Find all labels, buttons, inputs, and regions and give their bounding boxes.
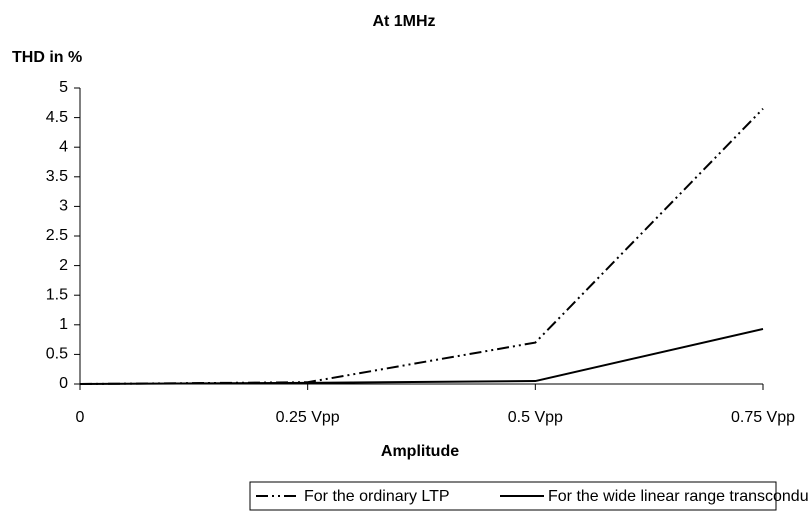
y-tick-label: 4.5 xyxy=(46,109,68,126)
y-tick-label: 1.5 xyxy=(46,286,68,303)
y-tick-label: 3.5 xyxy=(46,168,68,185)
x-tick-label: 0 xyxy=(76,409,85,426)
y-tick-label: 3 xyxy=(59,198,68,215)
x-tick-label: 0.75 Vpp xyxy=(731,409,795,426)
y-tick-label: 0.5 xyxy=(46,346,68,363)
y-tick-label: 1 xyxy=(59,316,68,333)
y-tick-label: 0 xyxy=(59,375,68,392)
chart-title: At 1MHz xyxy=(372,13,435,30)
x-axis-label: Amplitude xyxy=(381,443,459,460)
y-tick-label: 2.5 xyxy=(46,227,68,244)
y-axis-label: THD in % xyxy=(12,49,82,66)
y-tick-label: 2 xyxy=(59,257,68,274)
x-tick-label: 0.5 Vpp xyxy=(508,409,563,426)
y-tick-label: 5 xyxy=(59,79,68,96)
legend-box xyxy=(249,481,777,511)
x-tick-label: 0.25 Vpp xyxy=(276,409,340,426)
legend-label: For the wide linear range transconductor xyxy=(548,488,809,505)
series-line xyxy=(79,108,764,385)
y-tick-label: 4 xyxy=(59,138,68,155)
legend-label: For the ordinary LTP xyxy=(304,488,450,505)
series-line xyxy=(79,327,764,385)
